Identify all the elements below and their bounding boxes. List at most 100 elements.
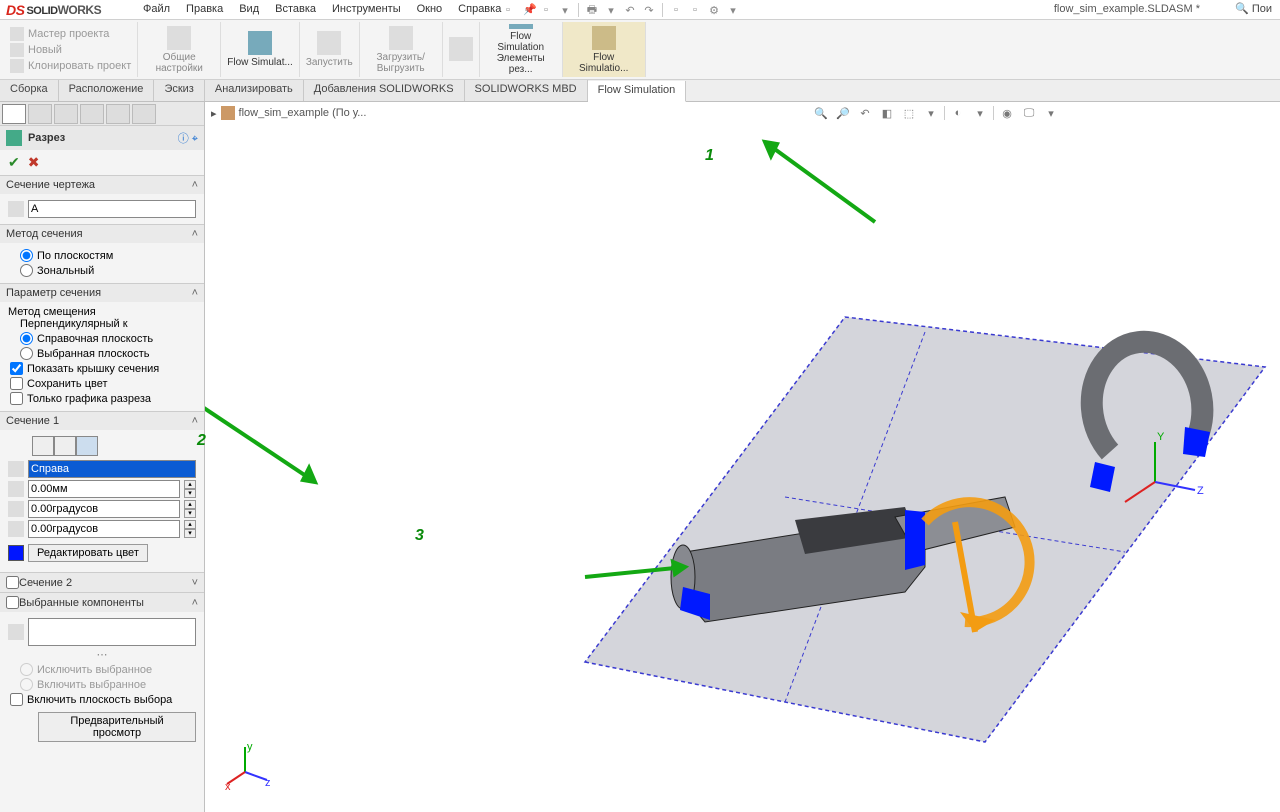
sec1-plane-field	[8, 460, 196, 478]
qat-dd[interactable]: ▾	[557, 2, 573, 18]
menu-insert[interactable]: Вставка	[267, 1, 324, 18]
qat-open-icon[interactable]: ▫	[519, 2, 535, 18]
ribbon-results[interactable]: Flow Simulation Элементы рез...	[480, 22, 563, 77]
sec1-ang2-input[interactable]	[28, 520, 180, 538]
menu-file[interactable]: Файл	[135, 1, 178, 18]
qat-rebuild-icon[interactable]: ▫	[687, 2, 703, 18]
hide-show-icon[interactable]: ◐	[949, 104, 967, 122]
section-param-header[interactable]: Параметр сечения˄	[0, 284, 204, 302]
offset-sel-radio[interactable]: Выбранная плоскость	[8, 347, 196, 360]
edit-color-button[interactable]: Редактировать цвет	[28, 544, 148, 562]
panel-tab-3[interactable]	[54, 104, 78, 124]
ribbon-settings[interactable]: Общие настройки	[138, 22, 221, 77]
menu-edit[interactable]: Правка	[178, 1, 231, 18]
display-style-icon[interactable]: ▾	[922, 104, 940, 122]
sec1-plane-input[interactable]	[28, 460, 196, 478]
offset-method-label: Метод смещения	[8, 306, 196, 318]
qat-select-icon[interactable]: ▫	[668, 2, 684, 18]
cancel-button[interactable]: ✖	[28, 154, 40, 171]
apply-scene-icon[interactable]: ◉	[998, 104, 1016, 122]
dd[interactable]: ▾	[1042, 104, 1060, 122]
incl-radio[interactable]: Включить выбранное	[8, 678, 196, 691]
qat-options-icon[interactable]: ⚙	[706, 2, 722, 18]
cmd-clone[interactable]: Клонировать проект	[10, 58, 131, 74]
selcomp-input[interactable]	[28, 618, 196, 646]
reverse-icon[interactable]	[8, 461, 24, 477]
panel-tab-6[interactable]	[132, 104, 156, 124]
tab-assembly[interactable]: Сборка	[0, 80, 59, 101]
qat-print-icon[interactable]: 🖶	[584, 2, 600, 18]
panel-tab-5[interactable]	[106, 104, 130, 124]
view-orient-icon[interactable]: ⬚	[900, 104, 918, 122]
excl-radio[interactable]: Исключить выбранное	[8, 663, 196, 676]
app-logo: DS SOLIDWORKS	[0, 0, 135, 20]
qat-dd3[interactable]: ▾	[725, 2, 741, 18]
section-sec2-header[interactable]: Сечение 2˅	[0, 573, 204, 592]
ok-button[interactable]: ✔	[8, 154, 20, 171]
panel-tab-4[interactable]	[80, 104, 104, 124]
menu-view[interactable]: Вид	[231, 1, 267, 18]
orient-front[interactable]	[32, 436, 54, 456]
orientation-triad[interactable]: x y z	[225, 742, 275, 792]
orient-top[interactable]	[54, 436, 76, 456]
ribbon-load[interactable]: Загрузить/Выгрузить	[360, 22, 443, 77]
ribbon-flowsim[interactable]: Flow Simulat...	[221, 22, 300, 77]
cmd-new[interactable]: Новый	[10, 42, 62, 58]
dist-spinner[interactable]: ▴▾	[184, 480, 196, 498]
qat-redo-icon[interactable]: ↷	[641, 2, 657, 18]
cmd-wizard[interactable]: Мастер проекта	[10, 26, 109, 42]
panel-tab-feature[interactable]	[2, 104, 26, 124]
sec1-dist-input[interactable]	[28, 480, 180, 498]
menu-window[interactable]: Окно	[409, 1, 451, 18]
method-planar-radio[interactable]: По плоскостям	[8, 249, 196, 262]
tab-addins[interactable]: Добавления SOLIDWORKS	[304, 80, 465, 101]
check-show-cap[interactable]: Показать крышку сечения	[8, 362, 196, 375]
tab-evaluate[interactable]: Анализировать	[205, 80, 304, 101]
tab-sketch[interactable]: Эскиз	[154, 80, 204, 101]
search-button[interactable]: 🔍 Пои	[1235, 2, 1272, 15]
section-drawing-header[interactable]: Сечение чертежа˄	[0, 176, 204, 194]
section-color-swatch[interactable]	[8, 545, 24, 561]
inclplane-check[interactable]: Включить плоскость выбора	[8, 693, 196, 706]
ribbon: Мастер проекта Новый Клонировать проект …	[0, 20, 1280, 80]
orient-right[interactable]	[76, 436, 98, 456]
zoom-area-icon[interactable]: 🔎	[834, 104, 852, 122]
preview-button[interactable]: Предварительный просмотр	[38, 712, 196, 742]
ang2-spinner[interactable]: ▴▾	[184, 520, 196, 538]
edit-appearance-icon[interactable]: ▾	[971, 104, 989, 122]
view-settings-icon[interactable]: 🖵	[1020, 104, 1038, 122]
section-selcomp-header[interactable]: Выбранные компоненты˄	[0, 593, 204, 612]
zoom-fit-icon[interactable]: 🔍	[812, 104, 830, 122]
check-graphics-only[interactable]: Только графика разреза	[8, 392, 196, 405]
sec1-ang1-input[interactable]	[28, 500, 180, 518]
tab-flowsim[interactable]: Flow Simulation	[588, 81, 687, 102]
section-view-icon2[interactable]: ◧	[878, 104, 896, 122]
qat-undo-icon[interactable]: ↶	[622, 2, 638, 18]
qat-new-icon[interactable]: ▫	[500, 2, 516, 18]
prev-view-icon[interactable]: ↶	[856, 104, 874, 122]
panel-tab-2[interactable]	[28, 104, 52, 124]
property-panel: Разрез ⓘ ⌖ ✔ ✖ Сечение чертежа˄ Метод се…	[0, 102, 205, 812]
menu-tools[interactable]: Инструменты	[324, 1, 409, 18]
section-drawing: Сечение чертежа˄	[0, 175, 204, 224]
menu-bar: DS SOLIDWORKS Файл Правка Вид Вставка Ин…	[0, 0, 1280, 20]
breadcrumb[interactable]: ▸ flow_sim_example (По у...	[211, 106, 366, 120]
ribbon-flowsim2[interactable]: Flow Simulatio...	[563, 22, 646, 77]
selcomp-enable[interactable]	[6, 596, 19, 609]
section-sec1-header[interactable]: Сечение 1˄	[0, 412, 204, 430]
help-icon[interactable]: ⓘ ⌖	[178, 130, 198, 146]
tab-layout[interactable]: Расположение	[59, 80, 155, 101]
drawing-section-input[interactable]	[28, 200, 196, 218]
ribbon-run[interactable]: Запустить	[300, 22, 360, 77]
sec2-enable[interactable]	[6, 576, 19, 589]
ang1-spinner[interactable]: ▴▾	[184, 500, 196, 518]
method-zonal-radio[interactable]: Зональный	[8, 264, 196, 277]
qat-dd2[interactable]: ▾	[603, 2, 619, 18]
sec1-ang2-field: ▴▾	[8, 520, 196, 538]
qat-save-icon[interactable]: ▫	[538, 2, 554, 18]
tab-mbd[interactable]: SOLIDWORKS MBD	[465, 80, 588, 101]
section-method-header[interactable]: Метод сечения˄	[0, 225, 204, 243]
offset-ref-radio[interactable]: Справочная плоскость	[8, 332, 196, 345]
viewport[interactable]: ▸ flow_sim_example (По у... 🔍 🔎 ↶ ◧ ⬚ ▾ …	[205, 102, 1280, 812]
check-keep-color[interactable]: Сохранить цвет	[8, 377, 196, 390]
